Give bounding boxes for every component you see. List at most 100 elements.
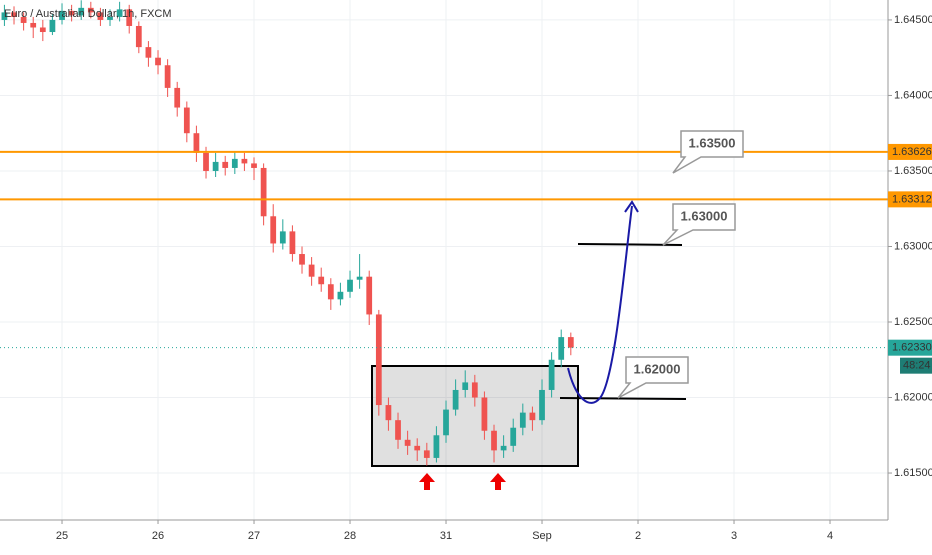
candle-body [126,9,133,26]
x-tick-label: Sep [532,530,552,542]
countdown: 48:24 [903,360,931,372]
axes: 1.64500 1.64000 1.63500 1.63000 1.62500 1.620… [0,0,932,542]
candle-body [107,16,113,20]
candle-body [337,291,344,300]
candle-body [462,382,469,390]
candle-body [135,25,142,48]
candle-body [289,231,296,255]
candle-body [39,27,46,33]
candle-body [68,10,75,16]
callout: 1.63000 [662,203,736,246]
x-tick-label: 2 [635,530,641,542]
candle-body [471,382,478,398]
red-arrow [490,473,506,490]
y-tick-label: 1.64000 [894,89,932,101]
grid [0,0,888,520]
level-label-box [888,143,932,160]
candle-body [519,412,526,428]
candle-body [510,427,517,446]
candle-body [385,405,392,421]
candle-body [174,87,181,108]
level-label-box [888,191,932,208]
candle-body [279,231,286,244]
candle-body [347,279,353,292]
candle-body [203,152,209,171]
candle-body [87,7,94,13]
candle-body [356,276,363,280]
candle-body [193,133,200,153]
candle-body [212,161,219,171]
projection-arrowhead [624,200,639,213]
candle-body [443,409,449,436]
candle-body [222,161,229,168]
x-tick-label: 25 [56,530,68,542]
candle-body [327,284,334,300]
projection-curve [567,205,633,404]
candle-body [481,397,488,431]
candle-body [500,445,507,451]
x-tick-label: 28 [344,530,356,542]
candle-body [30,22,37,28]
candle-body [375,314,382,406]
x-tick-label: 26 [152,530,164,542]
candle-body [423,450,430,458]
x-tick-label: 4 [827,530,833,542]
callout: 1.62000 [617,356,689,399]
candle-body [270,216,277,244]
candle-body [251,163,257,168]
candle-body [452,389,459,410]
y-tick-label: 1.64500 [894,14,932,26]
callout-text: 1.63500 [689,135,736,150]
y-tick-label: 1.63500 [894,165,932,177]
chart-title: Euro / Australian Dollar, 1h, FXCM [4,8,172,20]
candle-body [433,435,440,458]
candle-body [395,420,401,440]
candle-body [241,158,248,164]
candle-body [404,439,411,446]
candle-body [539,389,545,421]
candle-body [529,412,536,421]
y-tick-label: 1.62500 [894,316,932,328]
candle-body [491,430,497,451]
candle-body [183,107,190,134]
level-label: 1.63626 [892,146,932,158]
candle-body [155,57,161,66]
y-tick-label: 1.62000 [894,391,932,403]
candle-body [318,276,325,285]
x-tick-label: 3 [731,530,737,542]
candle-body [49,19,56,33]
target-line [577,243,683,246]
callout-text: 1.62000 [634,361,681,376]
candle-body [78,7,85,16]
countdown-box [900,357,932,374]
last-price-box [888,339,932,356]
candle-body [231,158,238,168]
last-price-label: 1.62330 [892,342,932,354]
candle-body [164,65,171,88]
level-label: 1.63312 [892,193,932,205]
candle-body [366,276,373,315]
candle-body [548,359,555,390]
candle-body [308,264,315,277]
candle-body [20,16,27,23]
candle-body [260,167,267,217]
support-line [559,397,687,400]
x-tick-label: 31 [440,530,452,542]
candle-body [567,337,574,348]
candle-body [116,9,123,17]
candle-body [558,337,565,360]
callout: 1.63500 [672,130,744,174]
candle-body [11,12,17,17]
red-arrow [419,473,435,490]
candle-body [1,12,8,20]
candle-body [414,445,421,451]
candle-body [145,47,152,58]
candle-body [97,12,104,20]
candle-body [299,254,305,265]
callout-text: 1.63000 [681,208,728,223]
candles [1,0,574,466]
y-tick-label: 1.63000 [894,240,932,252]
candle-body [59,10,65,20]
